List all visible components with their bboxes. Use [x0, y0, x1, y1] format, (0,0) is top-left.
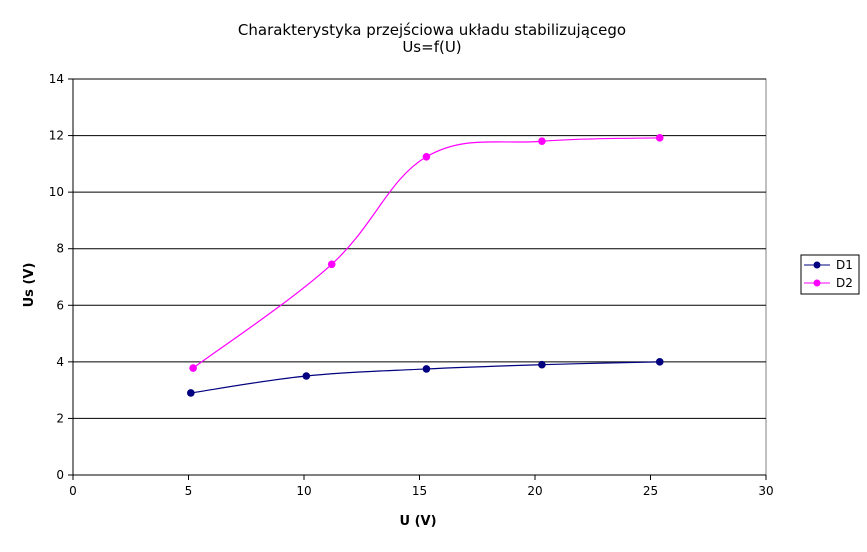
- legend-marker-d2: [813, 279, 821, 287]
- y-tick-label-2: 2: [56, 411, 64, 425]
- y-axis-label: Us (V): [22, 263, 37, 308]
- series-line-d2: [192, 137, 660, 369]
- legend-label-d1: D1: [836, 258, 853, 272]
- plot-area: [72, 78, 767, 476]
- y-tick-label-8: 8: [56, 242, 64, 256]
- legend-box: [800, 254, 860, 295]
- x-tick-label-20: 20: [527, 484, 542, 498]
- y-tick-label-10: 10: [49, 185, 64, 199]
- x-tick-label-5: 5: [185, 484, 193, 498]
- x-tick-label-10: 10: [296, 484, 311, 498]
- data-point-d2-5: [655, 134, 664, 142]
- chart-title: Charakterystyka przejściowa układu stabi…: [238, 21, 626, 39]
- chart-subtitle: Us=f(U): [402, 38, 461, 56]
- legend: D1 D2: [800, 254, 860, 295]
- x-axis-label: U (V): [399, 514, 436, 529]
- x-ticks: 0 5 10 15 20 25 30: [69, 475, 774, 498]
- data-point-d1-1: [187, 389, 195, 397]
- x-tick-label-25: 25: [643, 484, 658, 498]
- y-ticks: 0 2 4 6 8 10 12 14: [49, 72, 73, 482]
- data-point-d2-1: [189, 364, 197, 372]
- y-tick-label-4: 4: [56, 355, 64, 369]
- series-layer: [187, 134, 664, 397]
- legend-marker-d1: [813, 261, 821, 269]
- legend-label-d2: D2: [836, 276, 853, 290]
- x-tick-label-15: 15: [412, 484, 427, 498]
- y-tick-label-14: 14: [49, 72, 64, 86]
- y-tick-label-0: 0: [56, 468, 64, 482]
- x-tick-label-0: 0: [69, 484, 77, 498]
- x-tick-label-30: 30: [758, 484, 773, 498]
- y-tick-label-12: 12: [49, 129, 64, 143]
- y-tick-label-6: 6: [56, 298, 64, 312]
- data-point-d2-2: [327, 260, 336, 269]
- data-point-d2-4: [538, 137, 546, 146]
- data-point-d1-5: [655, 358, 664, 366]
- data-point-d1-4: [538, 360, 546, 369]
- data-point-d2-3: [422, 152, 431, 161]
- data-point-d1-3: [422, 365, 431, 373]
- data-point-d1-2: [302, 372, 311, 380]
